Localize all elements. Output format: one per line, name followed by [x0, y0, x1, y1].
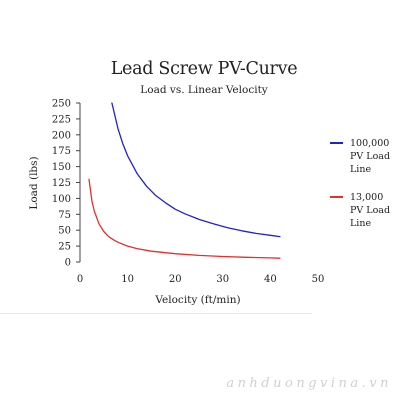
legend-label: 13,000 PV Load Line: [350, 192, 391, 229]
y-tick-label: 150: [52, 162, 71, 173]
y-tick-label: 0: [65, 258, 71, 269]
series-line-1: [88, 178, 281, 259]
x-tick-label: 10: [121, 274, 134, 285]
y-tick-label: 25: [58, 242, 71, 253]
x-axis-label: Velocity (ft/min): [154, 294, 240, 306]
chart-title: Lead Screw PV-Curve: [110, 59, 298, 79]
legend-swatch-red: [330, 196, 343, 198]
series-lines: [88, 102, 281, 259]
y-tick-label: 225: [52, 114, 71, 125]
series-line-0: [111, 102, 281, 238]
y-tick-label: 125: [52, 178, 71, 189]
y-tick-label: 250: [52, 99, 71, 110]
x-tick-label: 20: [169, 274, 182, 285]
x-tick-label: 40: [264, 274, 277, 285]
x-tick-label: 30: [216, 274, 229, 285]
x-ticks: 0 10 20 30 40 50: [77, 274, 325, 285]
divider: [0, 313, 312, 314]
y-tick-label: 175: [52, 146, 71, 157]
y-tick-label: 100: [52, 194, 71, 205]
y-ticks: 0 25 50 75 100 125 150 175 200 225 250: [52, 99, 80, 269]
y-axis-label: Load (lbs): [28, 156, 40, 209]
y-tick-label: 200: [52, 130, 71, 141]
legend-label: 100,000 PV Load Line: [350, 138, 391, 175]
watermark: anhduongvina.vn: [226, 376, 392, 391]
chart-subtitle: Load vs. Linear Velocity: [140, 84, 268, 96]
y-tick-label: 75: [58, 210, 71, 221]
x-tick-label: 50: [312, 274, 325, 285]
x-tick-label: 0: [77, 274, 83, 285]
y-tick-label: 50: [58, 226, 71, 237]
legend-swatch-blue: [330, 142, 343, 144]
